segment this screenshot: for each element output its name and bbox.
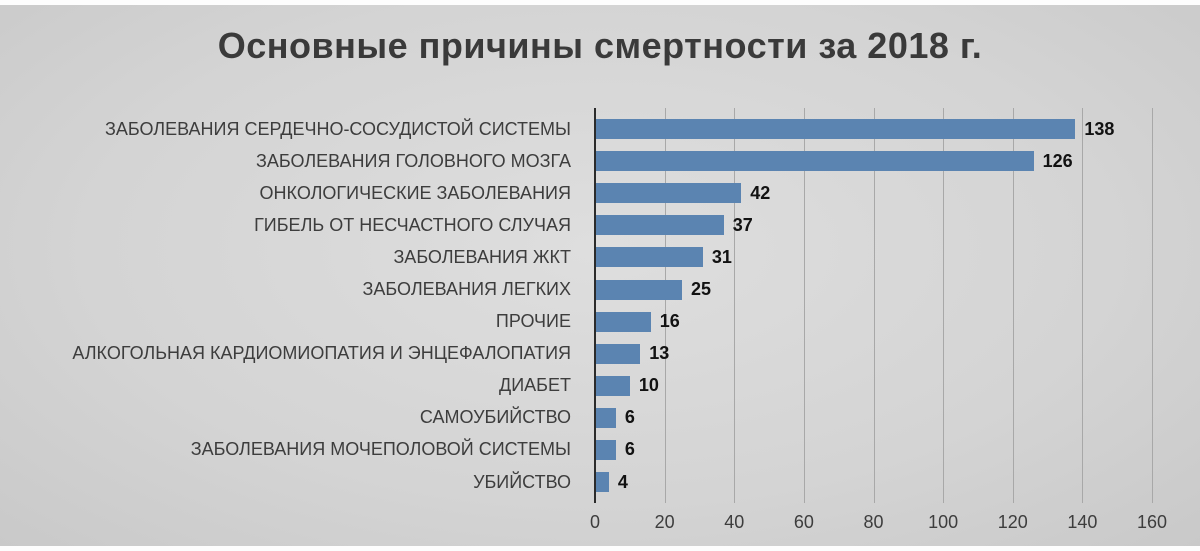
value-label: 126 (1042, 150, 1073, 171)
category-label: ЗАБОЛЕВАНИЯ ГОЛОВНОГО МОЗГА (256, 150, 571, 171)
bar (595, 247, 703, 268)
bar (595, 375, 630, 396)
gridline (873, 108, 875, 503)
category-labels: ЗАБОЛЕВАНИЯ СЕРДЕЧНО-СОСУДИСТОЙ СИСТЕМЫ З… (0, 113, 583, 498)
category-label: ЗАБОЛЕВАНИЯ ЛЕГКИХ (362, 279, 571, 300)
gridline (1152, 108, 1153, 503)
bar (595, 183, 742, 204)
value-label: 13 (649, 343, 670, 364)
x-tick-label: 60 (793, 512, 814, 532)
chart-title: Основные причины смертности за 2018 г. (217, 25, 983, 66)
bar-rows: 138 126 42 37 31 25 16 13 10 6 6 4 (595, 113, 1152, 498)
value-label: 6 (624, 407, 635, 428)
category-label: ОНКОЛОГИЧЕСКИЕ ЗАБОЛЕВАНИЯ (259, 182, 571, 203)
bar (595, 343, 641, 364)
bar-row: 6 (595, 434, 1152, 466)
value-label: 10 (638, 375, 659, 396)
gridline (1012, 108, 1014, 503)
bar-row: 25 (595, 273, 1152, 305)
value-label: 37 (732, 214, 753, 235)
bar-row: 4 (595, 466, 1152, 498)
gridline (803, 108, 805, 503)
category-label: ЗАБОЛЕВАНИЯ СЕРДЕЧНО-СОСУДИСТОЙ СИСТЕМЫ (104, 118, 571, 139)
bar (595, 439, 616, 460)
bar-row: 42 (595, 177, 1152, 209)
x-tick-label: 0 (589, 512, 601, 532)
category-label: УБИЙСТВО (473, 471, 571, 492)
value-label: 6 (624, 439, 635, 460)
x-tick-label: 80 (863, 512, 884, 532)
category-label: ЗАБОЛЕВАНИЯ ЖКТ (393, 246, 571, 267)
gridline (664, 108, 666, 503)
value-label: 16 (659, 311, 680, 332)
bar-row: 16 (595, 306, 1152, 338)
category-label: ДИАБЕТ (499, 375, 571, 396)
x-tick-label: 160 (1136, 512, 1168, 532)
gridline (1082, 108, 1084, 503)
bar-row: 126 (595, 145, 1152, 177)
bar-row: 13 (595, 338, 1152, 370)
bar (595, 279, 683, 300)
value-label: 42 (750, 182, 771, 203)
x-axis: 0 20 40 60 80 100 120 140 160 (590, 512, 1167, 540)
value-label: 25 (691, 279, 712, 300)
bar-chart: ЗАБОЛЕВАНИЯ СЕРДЕЧНО-СОСУДИСТОЙ СИСТЕМЫ З… (0, 108, 1200, 546)
bar-row: 10 (595, 370, 1152, 402)
category-label: ПРОЧИЕ (495, 311, 571, 332)
x-tick-label: 140 (1067, 512, 1098, 532)
bar (595, 119, 1076, 140)
bar (595, 407, 616, 428)
category-label: САМОУБИЙСТВО (419, 407, 571, 428)
x-tick-label: 20 (654, 512, 675, 532)
x-tick-label: 100 (928, 512, 959, 532)
category-label: АЛКОГОЛЬНАЯ КАРДИОМИОПАТИЯ И ЭНЦЕФАЛОПАТ… (72, 343, 571, 364)
gridline (734, 108, 736, 503)
bar-row: 37 (595, 209, 1152, 241)
value-label: 4 (617, 471, 628, 492)
bar-row: 31 (595, 241, 1152, 273)
bar-row: 6 (595, 402, 1152, 434)
x-tick-label: 40 (724, 512, 745, 532)
category-label: ЗАБОЛЕВАНИЯ МОЧЕПОЛОВОЙ СИСТЕМЫ (190, 439, 571, 460)
category-axis-line (594, 108, 596, 503)
bar (595, 215, 724, 236)
bar (595, 311, 651, 332)
bar-row: 138 (595, 113, 1152, 145)
bar (595, 151, 1034, 172)
value-label: 138 (1084, 118, 1115, 139)
category-label: ГИБЕЛЬ ОТ НЕСЧАСТНОГО СЛУЧАЯ (254, 214, 571, 235)
x-tick-label: 120 (997, 512, 1028, 532)
plot-area: 138 126 42 37 31 25 16 13 10 6 6 4 (594, 108, 1153, 503)
value-label: 31 (711, 246, 732, 267)
gridline (943, 108, 945, 503)
bar (595, 472, 609, 493)
